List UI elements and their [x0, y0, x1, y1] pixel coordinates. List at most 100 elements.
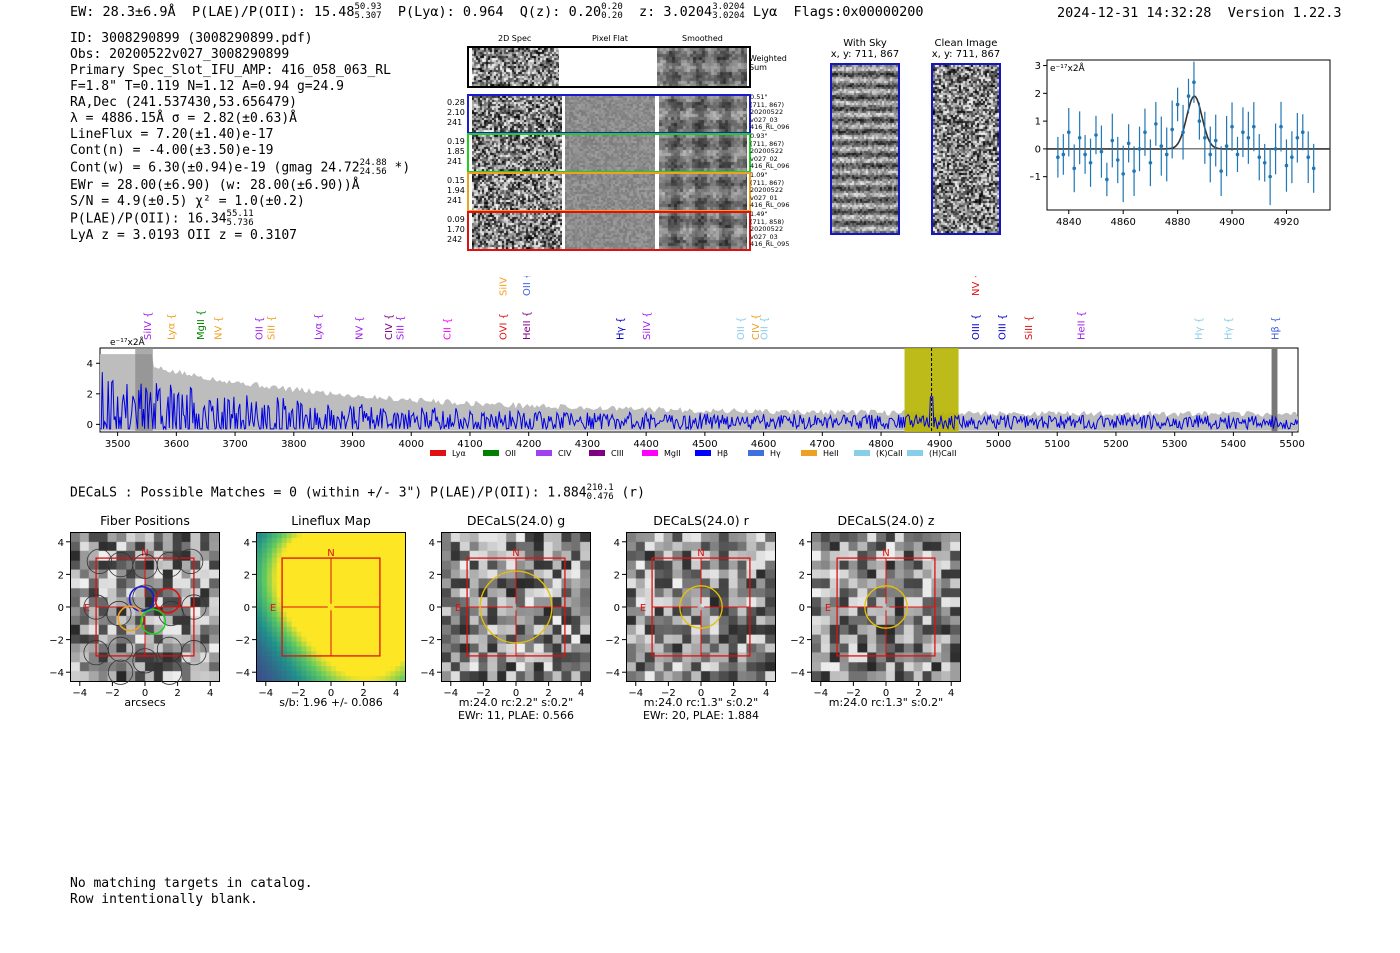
fiber-row-meta-line: 416_RL_096 — [750, 123, 790, 131]
header-ew: EW: 28.3±6.9Å — [70, 4, 176, 20]
data-point — [1213, 138, 1218, 143]
fiber-row-stat: 242 — [447, 235, 463, 244]
panel-title: DECaLS(24.0) r — [653, 513, 749, 528]
line-marker: Lyα { — [313, 313, 324, 340]
fiber-pixelflat — [565, 96, 655, 132]
info-lambda: λ = 4886.15Å σ = 2.82(±0.63)Å — [70, 111, 297, 126]
line-marker-label: OII { — [760, 317, 771, 340]
panel-caption-line: EWr: 20, PLAE: 1.884 — [642, 709, 760, 722]
x-tick-label: 4880 — [1165, 217, 1190, 228]
footer-note: No matching targets in catalog. Row inte… — [70, 876, 313, 908]
weighted-sum-label: Weighted Sum — [749, 54, 787, 72]
line-marker-label: OIII { — [971, 314, 982, 340]
legend-label: (K)CaII — [876, 449, 903, 458]
x-tick-label: 4860 — [1110, 217, 1135, 228]
x-tick-label: −4 — [813, 688, 828, 699]
panel-caption: m:24.0 rc:1.3" s:0.2" EWr: 20, PLAE: 1.88… — [611, 696, 791, 722]
y-tick-label: 3 — [1035, 61, 1041, 72]
y-tick-label: −2 — [235, 636, 250, 647]
x-tick-label: 4 — [763, 688, 769, 699]
header-qz-hi: 0.20 — [601, 2, 623, 12]
fiber-cutout-row — [467, 94, 751, 134]
y-tick-label: −4 — [790, 668, 805, 679]
fiber-row-stat: 1.70 — [447, 225, 465, 234]
header-plae-hi: 50.93 — [354, 2, 382, 12]
fiber-row-meta: 1.09" (711, 867) 20200522 v027_01 416_RL_096 — [750, 171, 790, 210]
line-marker: SiII { — [396, 315, 407, 340]
fiber-smoothed — [659, 213, 747, 249]
lineflux-map-image — [256, 532, 406, 682]
header-flags: Flags:0x00000200 — [793, 4, 924, 20]
info-sn: S/N = 4.9(±0.5) χ² = 1.0(±0.2) — [70, 193, 305, 209]
fiber-row-meta-line: (711, 858) — [750, 217, 785, 226]
fiber-row-stats: 0.19 1.85 241 — [447, 137, 465, 167]
data-point — [1186, 94, 1191, 98]
cutout-title-pixelflat: Pixel Flat — [592, 34, 628, 43]
x-tick-label: 4100 — [457, 439, 482, 450]
y-tick-label: −4 — [420, 668, 435, 679]
info-lineflux: LineFlux = 7.20(±1.40)e-17 — [70, 127, 274, 142]
data-point — [1088, 160, 1093, 165]
panel-caption-line: m:24.0 rc:1.3" s:0.2" — [828, 696, 944, 709]
data-point — [1154, 122, 1158, 126]
fiber-row-stat: 1.94 — [447, 186, 465, 195]
decals-band: (r) — [621, 485, 645, 501]
y-tick-label: 4 — [58, 538, 64, 549]
fiber-circle — [106, 600, 132, 627]
fiber-row-stat: 0.15 — [447, 176, 465, 185]
data-point — [1083, 152, 1087, 157]
x-tick-label: 4700 — [810, 439, 835, 450]
x-tick-label: −4 — [443, 688, 458, 699]
data-point — [1056, 155, 1060, 160]
panel-overlay: N E −4 −4 −2 −2 0 0 2 2 4 4 — [605, 538, 769, 699]
fiber-row-meta-line: 0.93" — [750, 132, 768, 140]
legend-label: Lyα — [452, 449, 466, 458]
east-label: E — [455, 603, 461, 614]
x-tick-label: 4800 — [868, 439, 893, 450]
x-tick-label: −2 — [476, 688, 491, 699]
line-marker-label: Hγ { — [1224, 317, 1235, 340]
header-plae: P(LAE)/P(OII): 15.48 — [191, 4, 355, 20]
fiber-cutout-row — [467, 172, 751, 212]
weighted-sum-2dspec — [472, 48, 559, 86]
x-tick-label: 4400 — [633, 439, 658, 450]
line-marker: OII { — [736, 317, 747, 340]
data-point — [1143, 130, 1147, 135]
data-point — [1219, 169, 1223, 173]
panel-title: DECaLS(24.0) z — [837, 513, 935, 528]
header-z: z: 3.0204 — [639, 4, 713, 20]
x-tick-label: 4 — [948, 688, 954, 699]
data-point — [1061, 152, 1066, 157]
y-tick-label: −2 — [605, 636, 620, 647]
decals-hi: 210.1 — [586, 483, 614, 493]
line-marker: Lyα { — [166, 313, 177, 340]
data-point — [1273, 147, 1278, 151]
with-sky-title: With Sky x, y: 711, 867 — [823, 38, 907, 60]
x-tick-label: 4840 — [1056, 217, 1081, 228]
error-envelope — [100, 354, 1298, 431]
header-plya: P(Lyα): 0.964 — [397, 4, 504, 20]
line-marker-label: OIII { — [997, 314, 1008, 340]
data-point — [1311, 166, 1316, 171]
line-marker: SiIV { — [498, 276, 509, 296]
x-tick-label: −2 — [661, 688, 676, 699]
data-point — [1132, 169, 1136, 173]
info-slot: Primary Spec_Slot_IFU_AMP: 416_058_063_R… — [70, 63, 391, 78]
fiber-row-stat: 0.09 — [447, 215, 465, 224]
panel-title: DECaLS(24.0) g — [466, 513, 566, 528]
legend-swatch — [430, 450, 446, 456]
x-tick-label: −4 — [628, 688, 643, 699]
fiber-circle — [181, 640, 207, 666]
line-marker: Hβ { — [1271, 317, 1282, 340]
y-tick-label: 0 — [799, 603, 805, 614]
data-point — [1279, 124, 1283, 129]
line-marker-label: Hγ { — [1194, 317, 1205, 340]
x-tick-label: 4 — [578, 688, 584, 699]
panel-title: Fiber Positions — [100, 513, 190, 528]
fiber-circle — [156, 552, 183, 578]
line-marker-label: NV { — [971, 276, 982, 296]
fiber-row-meta: 0.93" (711, 867) 20200522 v027_02 416_RL_096 — [750, 132, 789, 171]
x-tick-label: 0 — [142, 688, 148, 699]
y-tick-label: 2 — [58, 570, 64, 581]
fiber-row-meta-line: 416_RL_096 — [750, 201, 790, 209]
